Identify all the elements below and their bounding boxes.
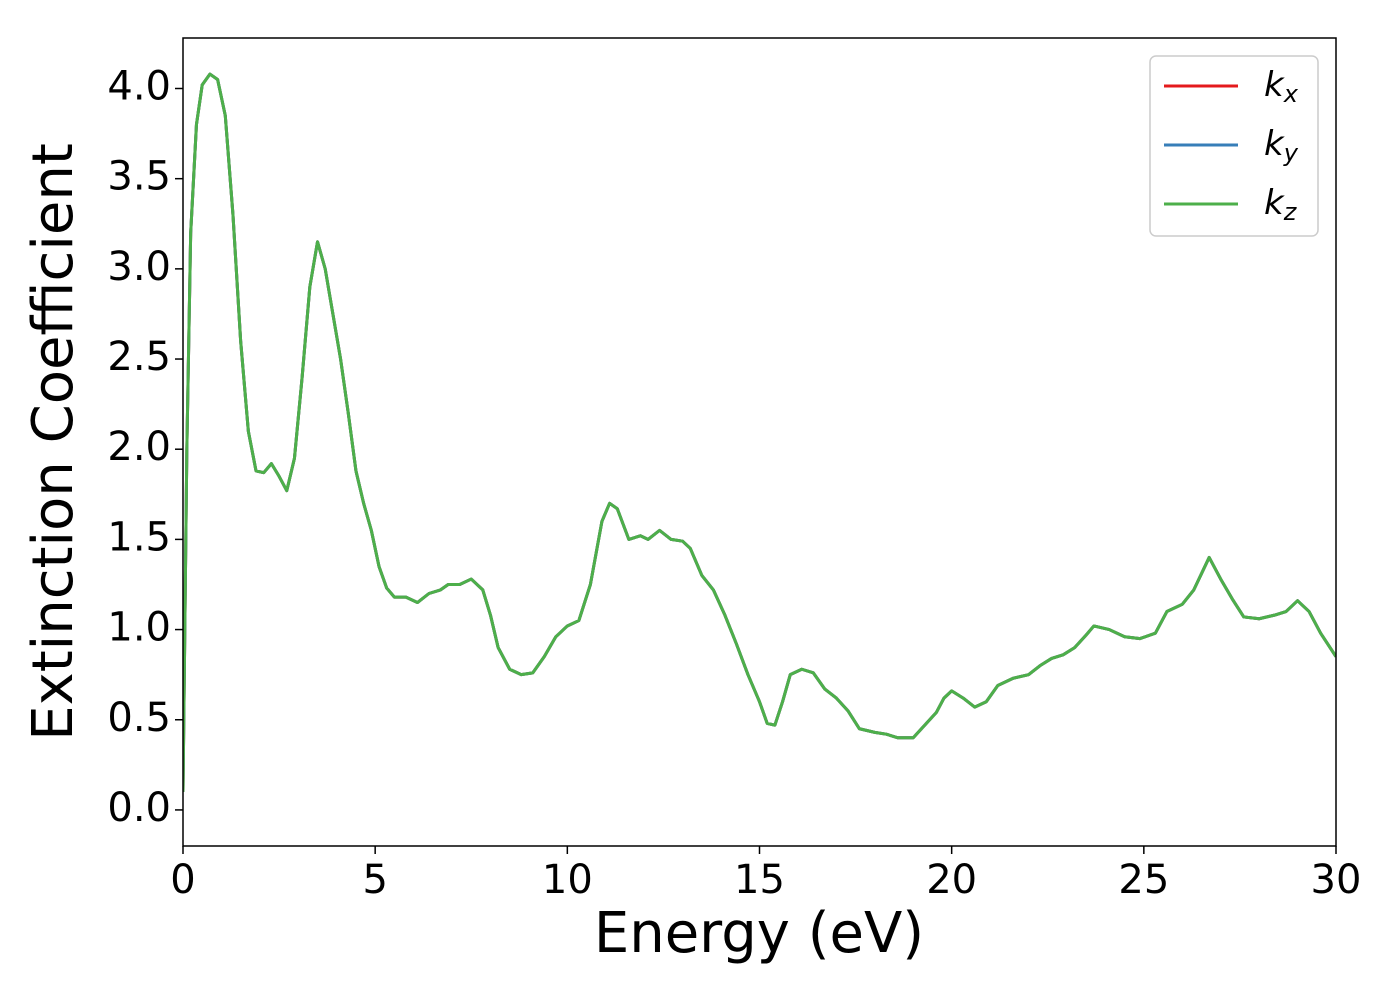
legend-label: kz xyxy=(1264,183,1298,227)
x-axis-label: Energy (eV) xyxy=(594,901,924,966)
x-tick-label: 10 xyxy=(542,857,593,903)
y-tick-label: 2.5 xyxy=(107,334,171,380)
series-line xyxy=(183,72,1336,792)
y-tick-label: 3.0 xyxy=(107,244,171,290)
y-tick-label: 2.0 xyxy=(107,424,171,470)
x-tick-label: 25 xyxy=(1118,857,1169,903)
legend-label: kx xyxy=(1264,65,1299,109)
x-tick-label: 30 xyxy=(1311,857,1362,903)
y-tick-label: 0.5 xyxy=(107,695,171,741)
x-tick-label: 20 xyxy=(926,857,977,903)
x-tick-label: 15 xyxy=(734,857,785,903)
x-tick-label: 0 xyxy=(170,857,195,903)
y-tick-label: 1.5 xyxy=(107,514,171,560)
x-tick-label: 5 xyxy=(362,857,387,903)
legend-label: ky xyxy=(1264,124,1299,168)
y-tick-label: 3.5 xyxy=(107,154,171,200)
y-tick-label: 4.0 xyxy=(107,64,171,110)
y-axis-label: Extinction Coefficient xyxy=(21,143,86,741)
y-tick-label: 0.0 xyxy=(107,785,171,831)
plot-frame xyxy=(182,37,1337,847)
y-tick-label: 1.0 xyxy=(107,605,171,651)
